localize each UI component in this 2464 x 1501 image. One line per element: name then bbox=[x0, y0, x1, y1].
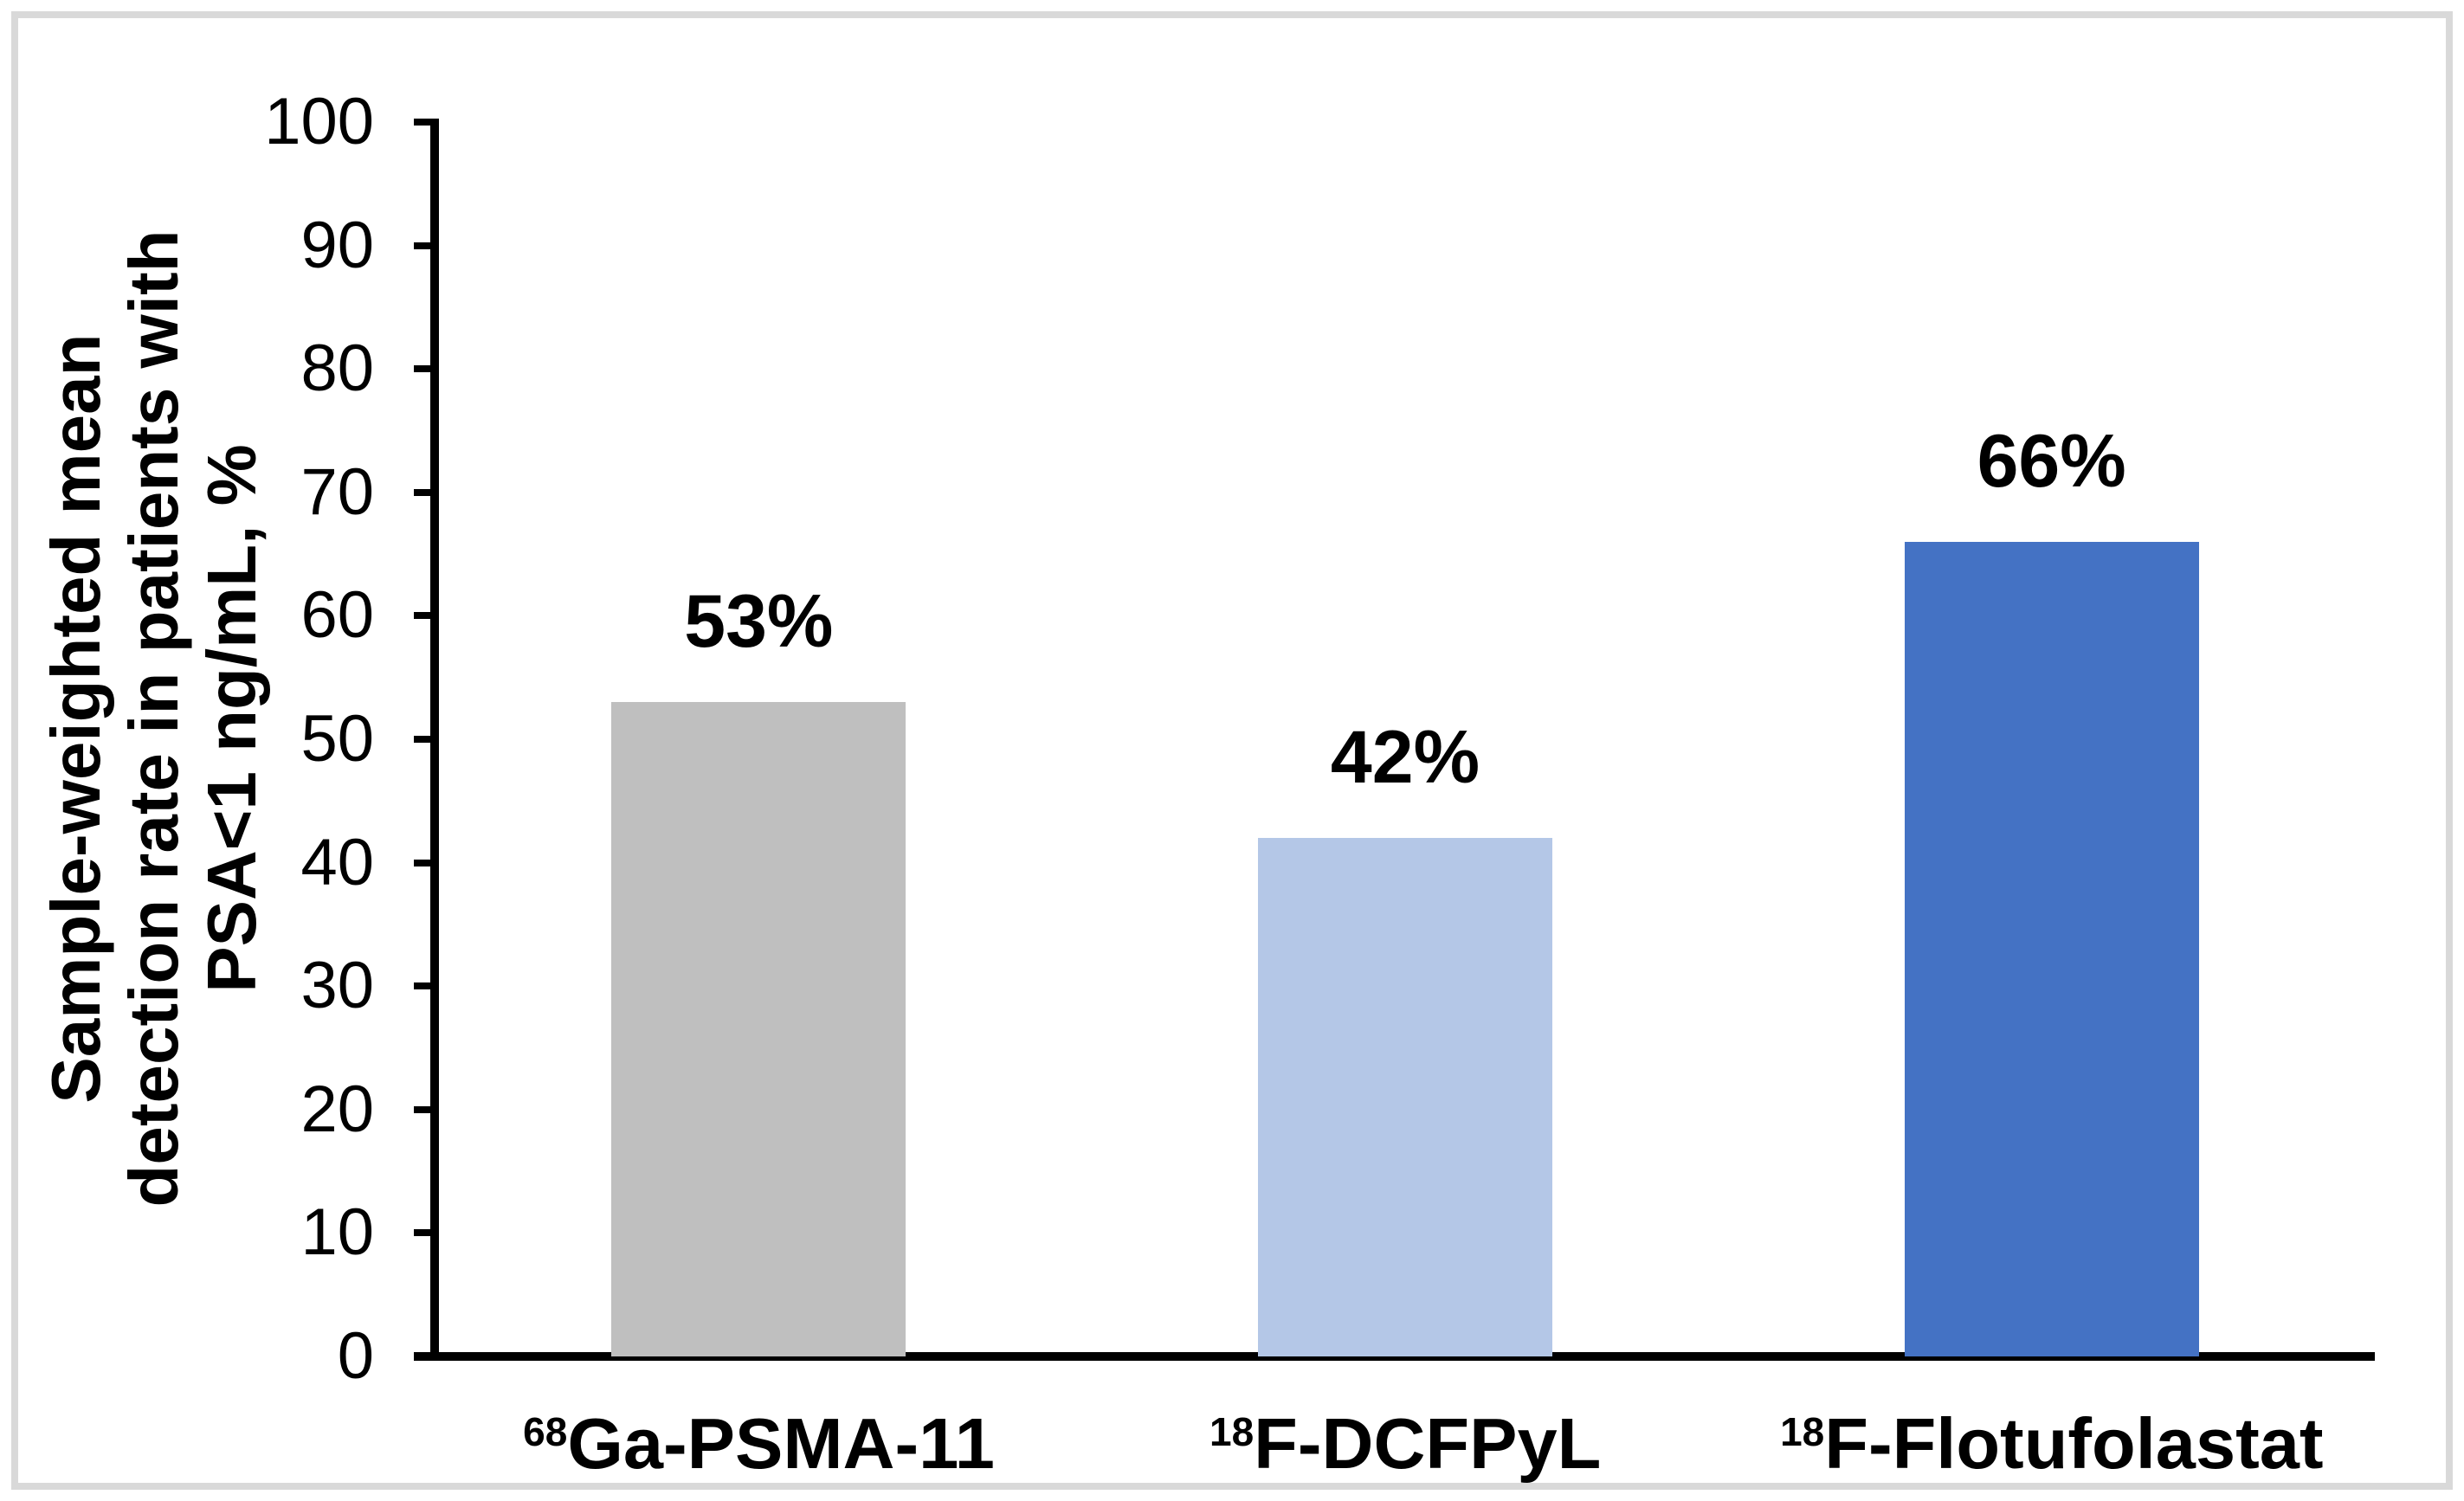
y-tick-mark bbox=[414, 736, 435, 743]
y-tick-label: 10 bbox=[300, 1195, 374, 1270]
y-tick-label: 70 bbox=[300, 454, 374, 529]
y-tick-mark bbox=[414, 612, 435, 620]
y-tick-label: 60 bbox=[300, 578, 374, 653]
y-tick-mark bbox=[414, 859, 435, 866]
y-axis-title-line-1: Sample-weighted mean bbox=[37, 333, 114, 1104]
y-tick-label: 20 bbox=[300, 1072, 374, 1146]
tracer-name: Ga-PSMA-11 bbox=[567, 1403, 995, 1484]
chart-outer-border bbox=[11, 11, 2453, 1490]
bar-Ga-PSMA-11 bbox=[611, 702, 906, 1356]
y-tick-mark bbox=[414, 1105, 435, 1113]
y-tick-label: 50 bbox=[300, 702, 374, 776]
y-tick-mark bbox=[414, 242, 435, 249]
y-tick-label: 40 bbox=[300, 825, 374, 899]
y-tick-label: 100 bbox=[264, 85, 374, 158]
x-axis-label-Ga-PSMA-11: 68Ga-PSMA-11 bbox=[435, 1404, 1082, 1483]
y-tick-label: 80 bbox=[300, 332, 374, 406]
tracer-name: F-DCFPyL bbox=[1254, 1403, 1602, 1484]
y-tick-mark bbox=[414, 119, 435, 126]
x-axis-label-F-Flotufolastat: 18F-Flotufolastat bbox=[1728, 1404, 2375, 1483]
bar-F-Flotufolastat bbox=[1904, 541, 2199, 1356]
x-axis-label-F-DCFPyL: 18F-DCFPyL bbox=[1082, 1404, 1729, 1483]
data-label-F-Flotufolastat: 66% bbox=[1977, 419, 2126, 503]
y-tick-label: 0 bbox=[337, 1319, 374, 1393]
y-tick-mark bbox=[414, 488, 435, 496]
y-tick-label: 90 bbox=[300, 208, 374, 282]
y-tick-label: 30 bbox=[300, 949, 374, 1023]
y-tick-mark bbox=[414, 365, 435, 373]
y-tick-mark bbox=[414, 1229, 435, 1237]
y-tick-mark bbox=[414, 1353, 435, 1360]
x-axis-line bbox=[414, 1352, 2375, 1361]
data-label-F-DCFPyL: 42% bbox=[1330, 716, 1480, 800]
isotope-superscript: 18 bbox=[1209, 1409, 1255, 1454]
bar-F-DCFPyL bbox=[1258, 838, 1552, 1356]
tracer-name: F-Flotufolastat bbox=[1824, 1403, 2324, 1484]
data-label-Ga-PSMA-11: 53% bbox=[684, 580, 834, 664]
y-tick-mark bbox=[414, 982, 435, 990]
isotope-superscript: 68 bbox=[523, 1409, 568, 1454]
isotope-superscript: 18 bbox=[1780, 1409, 1825, 1454]
